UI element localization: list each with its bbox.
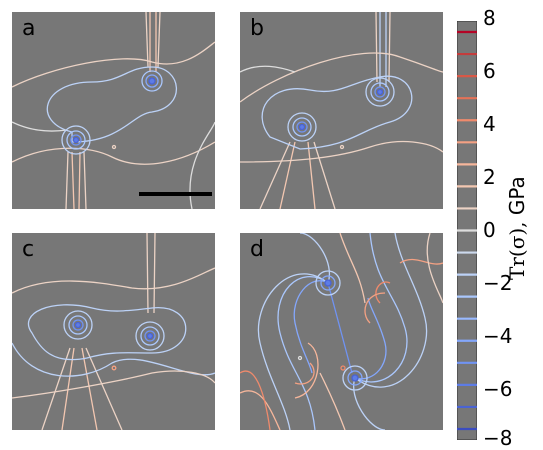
colorbar-tick: −4: [483, 324, 513, 348]
panel-a: a: [12, 12, 215, 209]
colorbar-label: Tr(σ), GPa: [505, 176, 529, 280]
colorbar-label-unit: GPa: [505, 176, 529, 222]
colorbar-label-math: Tr(σ),: [505, 221, 529, 280]
contour-plot-a: [12, 12, 215, 209]
panel-label: d: [250, 237, 264, 262]
contour-plot-c: [12, 233, 215, 430]
colorbar: [456, 20, 478, 441]
panel-c: c: [12, 233, 215, 430]
colorbar-tick: 0: [483, 218, 496, 242]
colorbar-tick: 6: [483, 59, 496, 83]
panel-d: d: [240, 233, 443, 430]
colorbar-gradient: [456, 20, 478, 441]
colorbar-tick: −2: [483, 271, 513, 295]
panel-b: b: [240, 12, 443, 209]
contour-plot-d: [240, 233, 443, 430]
colorbar-tick: 8: [483, 6, 496, 30]
colorbar-levels: [457, 30, 477, 431]
colorbar-tick: 2: [483, 165, 496, 189]
colorbar-tick: 4: [483, 112, 496, 136]
panel-label: c: [22, 237, 35, 262]
contour-plot-b: [240, 12, 443, 209]
colorbar-tick: −6: [483, 377, 513, 401]
panel-label: b: [250, 16, 264, 41]
colorbar-tick: −8: [483, 426, 513, 450]
panel-label: a: [22, 16, 36, 41]
scale-bar: [139, 192, 212, 196]
